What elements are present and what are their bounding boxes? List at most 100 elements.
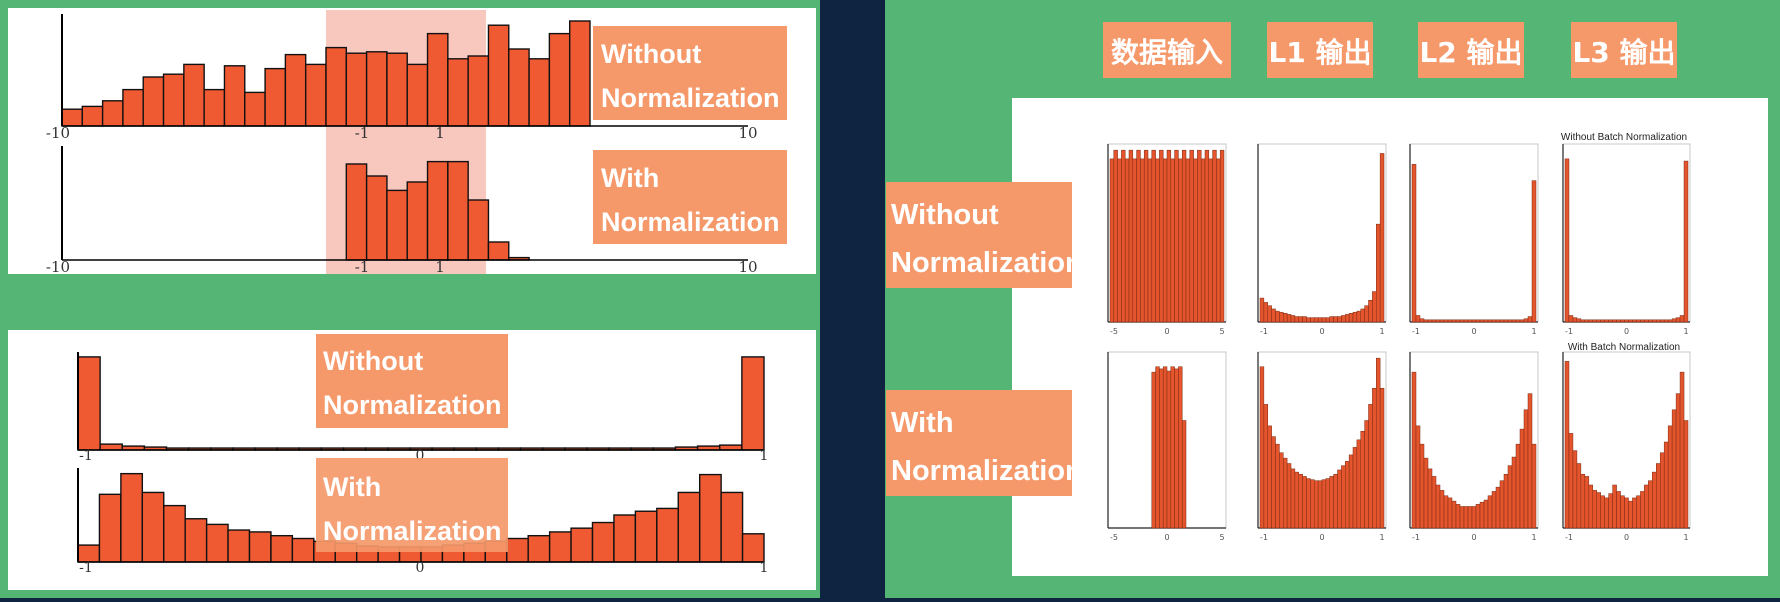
histogram-bar [1356, 439, 1362, 529]
histogram-bar [1147, 158, 1153, 323]
histogram-bar [1499, 319, 1505, 323]
histogram-bar [1310, 479, 1315, 529]
histogram-bar [1443, 495, 1449, 529]
histogram-bar [1267, 305, 1272, 323]
subplot-tick-label: 5 [1219, 533, 1224, 542]
histogram-bar [1159, 368, 1164, 529]
histogram-bar [1616, 491, 1621, 529]
histogram-bar [1329, 476, 1334, 529]
histogram-bar [1531, 180, 1537, 323]
tick-label: -1 [79, 448, 93, 464]
histogram-bar [1162, 158, 1168, 323]
histogram-bar [1612, 319, 1617, 323]
histogram-bar [227, 529, 251, 563]
histogram-bar [1439, 490, 1445, 529]
histogram-bar [1644, 319, 1649, 323]
histogram-bar [467, 199, 490, 261]
histogram-bar [1487, 495, 1493, 529]
histogram-bar [1675, 317, 1681, 323]
histogram-bar [162, 73, 185, 127]
subplot-0-0: -5 0 5 [1107, 143, 1227, 336]
histogram-bar [1155, 366, 1160, 529]
histogram-bar [528, 58, 551, 127]
subplot-tick-label: 0 [1471, 533, 1476, 542]
subplot-tick-label: -1 [1260, 533, 1268, 542]
histogram-bar [1364, 305, 1369, 323]
subplot-tick-label: 5 [1219, 327, 1224, 336]
right-histogram-grid: -5 0 5 -1 0 1 -1 0 1 -1 0 1 -5 0 5 -1 0 1 -1 0 1 -1 0 1 [1107, 143, 1691, 542]
histogram-bar [1648, 480, 1653, 529]
histogram-bar [613, 514, 637, 563]
histogram-bar [1679, 315, 1685, 323]
histogram-bar [1451, 319, 1457, 323]
tick-label: -10 [46, 258, 70, 276]
histogram-bar [1679, 371, 1685, 529]
tick-label: 1 [435, 258, 445, 276]
histogram-bar [1178, 158, 1183, 323]
tick-label: -1 [355, 258, 370, 276]
column-header-box [1267, 22, 1373, 78]
histogram-bar [1411, 164, 1417, 323]
histogram-bar [1290, 468, 1296, 529]
tick-label: 1 [435, 124, 445, 142]
histogram-bar [1656, 463, 1661, 529]
histogram-bar [1671, 409, 1677, 529]
histogram-bar [205, 523, 229, 563]
histogram-bar [1584, 476, 1590, 529]
histogram-bar [1592, 319, 1597, 323]
subplot-tick-label: 1 [1379, 533, 1384, 542]
histogram-bar [1271, 308, 1276, 323]
histogram-bar [1572, 317, 1578, 323]
histogram-bar [325, 46, 348, 127]
subplot-1-3: -1 0 1 [1562, 351, 1691, 542]
histogram-bar [1527, 393, 1533, 529]
histogram-bar [1263, 404, 1269, 529]
histogram-bar [1124, 158, 1130, 323]
subplot-tick-label: 1 [1379, 327, 1384, 336]
histogram-bar [77, 356, 101, 451]
row-title-without: Without Batch Normalization [1561, 132, 1687, 143]
histogram-bar [1376, 223, 1381, 323]
histogram-bar [1185, 158, 1191, 323]
histogram-bar [1317, 317, 1323, 323]
column-header-box [1571, 22, 1677, 78]
top-with-label-line1: With [601, 163, 659, 193]
histogram-bar [591, 521, 615, 563]
histogram-bar [1515, 319, 1521, 323]
histogram-bar [1463, 319, 1469, 323]
histogram-bar [1132, 158, 1137, 323]
histogram-bar [741, 533, 765, 563]
histogram-bar [1337, 469, 1342, 529]
histogram-bar [1286, 463, 1292, 529]
histogram-bar [1491, 491, 1497, 529]
histogram-bar [1302, 476, 1307, 529]
subplot-tick-label: 0 [1624, 327, 1629, 336]
row-title-with: With Batch Normalization [1568, 342, 1680, 353]
histogram-bar [1423, 457, 1429, 529]
histogram-bar [1671, 318, 1677, 323]
histogram-bar [386, 189, 408, 261]
histogram-bar [1306, 317, 1311, 323]
histogram-bar [1656, 319, 1661, 323]
histogram-bar [1356, 310, 1362, 323]
histogram-bar [1197, 149, 1202, 323]
bottom-with-label-line1: With [323, 472, 381, 502]
histogram-bar [1624, 319, 1629, 323]
histogram-bar [1419, 318, 1425, 323]
histogram-bar [1181, 149, 1187, 323]
histogram-bar [1136, 149, 1141, 323]
row-label-box-with [886, 390, 1072, 496]
histogram-bar [1419, 443, 1425, 529]
histogram-bar [1290, 315, 1296, 323]
subplot-tick-label: 1 [1531, 533, 1536, 542]
histogram-bar [345, 52, 368, 127]
histogram-bar [1592, 490, 1597, 529]
subplot-tick-label: 1 [1531, 327, 1536, 336]
histogram-bar [1644, 484, 1649, 529]
histogram-bar [1467, 319, 1473, 323]
histogram-bar [1170, 158, 1175, 323]
histogram-bar [141, 491, 165, 563]
histogram-bar [142, 76, 165, 127]
histogram-bar [1271, 436, 1276, 529]
histogram-bar [1511, 319, 1517, 323]
